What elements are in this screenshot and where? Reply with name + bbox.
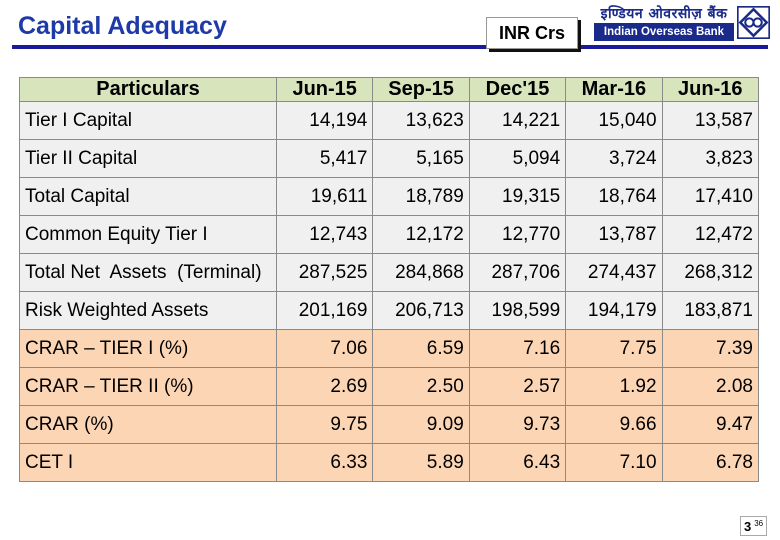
row-label: CET I	[19, 443, 277, 482]
table-cell: 7.39	[661, 329, 760, 368]
table-cell: 6.43	[468, 443, 567, 482]
table-cell: 18,789	[372, 177, 470, 216]
column-header: Dec'15	[468, 77, 567, 102]
title-underline	[12, 45, 768, 49]
table-cell: 287,706	[468, 253, 567, 292]
logo-english-text: Indian Overseas Bank	[594, 23, 734, 41]
table-cell: 13,587	[661, 101, 760, 140]
table-cell: 194,179	[565, 291, 663, 330]
page-number-badge: 3 36	[740, 516, 768, 536]
table-cell: 14,194	[275, 101, 374, 140]
table-cell: 198,599	[468, 291, 567, 330]
table-row: Common Equity Tier I 12,743 12,172 12,77…	[19, 215, 760, 254]
table-row: Risk Weighted Assets 201,169 206,713 198…	[19, 291, 760, 330]
table-cell: 12,172	[372, 215, 470, 254]
table-cell: 19,315	[468, 177, 567, 216]
bank-emblem-icon	[737, 6, 770, 39]
table-cell: 19,611	[275, 177, 374, 216]
page-sub-number: 36	[754, 519, 764, 528]
table-cell: 5.89	[372, 443, 470, 482]
table-cell: 284,868	[372, 253, 470, 292]
table-row: Total Net Assets (Terminal) 287,525 284,…	[19, 253, 760, 292]
row-label: CRAR – TIER I (%)	[19, 329, 277, 368]
table-row: CET I 6.33 5.89 6.43 7.10 6.78	[19, 443, 760, 482]
table-cell: 7.06	[275, 329, 374, 368]
table-cell: 9.66	[565, 405, 663, 444]
table-cell: 13,787	[565, 215, 663, 254]
table-cell: 206,713	[372, 291, 470, 330]
table-row: Tier I Capital 14,194 13,623 14,221 15,0…	[19, 101, 760, 140]
table-cell: 268,312	[661, 253, 760, 292]
row-label: CRAR (%)	[19, 405, 277, 444]
table-cell: 12,743	[275, 215, 374, 254]
table-cell: 9.47	[661, 405, 760, 444]
table-header-row: Particulars Jun-15 Sep-15 Dec'15 Mar-16 …	[19, 77, 760, 102]
table-cell: 2.69	[275, 367, 374, 406]
table-cell: 274,437	[565, 253, 663, 292]
table-cell: 9.09	[372, 405, 470, 444]
row-label: Common Equity Tier I	[19, 215, 277, 254]
unit-label: INR Crs	[486, 17, 578, 49]
table-cell: 2.57	[468, 367, 567, 406]
capital-adequacy-table: Particulars Jun-15 Sep-15 Dec'15 Mar-16 …	[19, 77, 760, 482]
page-title: Capital Adequacy	[18, 12, 227, 40]
table-cell: 2.08	[661, 367, 760, 406]
column-header: Sep-15	[372, 77, 470, 102]
row-label: Tier I Capital	[19, 101, 277, 140]
table-cell: 287,525	[275, 253, 374, 292]
table-cell: 12,472	[661, 215, 760, 254]
table-cell: 18,764	[565, 177, 663, 216]
table-row: CRAR (%) 9.75 9.09 9.73 9.66 9.47	[19, 405, 760, 444]
table-cell: 5,165	[372, 139, 470, 178]
column-header: Jun-16	[661, 77, 760, 102]
table-cell: 12,770	[468, 215, 567, 254]
row-label: Tier II Capital	[19, 139, 277, 178]
row-label: CRAR – TIER II (%)	[19, 367, 277, 406]
page-number: 3	[744, 518, 752, 534]
column-header: Mar-16	[565, 77, 663, 102]
table-row: Total Capital 19,611 18,789 19,315 18,76…	[19, 177, 760, 216]
table-cell: 6.78	[661, 443, 760, 482]
logo-hindi-text: इण्डियन ओवरसीज़ बैंक	[600, 6, 728, 22]
table-cell: 2.50	[372, 367, 470, 406]
row-label: Risk Weighted Assets	[19, 291, 277, 330]
table-row: CRAR – TIER I (%) 7.06 6.59 7.16 7.75 7.…	[19, 329, 760, 368]
table-cell: 9.73	[468, 405, 567, 444]
table-cell: 14,221	[468, 101, 567, 140]
table-cell: 15,040	[565, 101, 663, 140]
table-cell: 1.92	[565, 367, 663, 406]
table-cell: 5,417	[275, 139, 374, 178]
table-cell: 7.75	[565, 329, 663, 368]
table-cell: 5,094	[468, 139, 567, 178]
table-cell: 9.75	[275, 405, 374, 444]
table-cell: 3,823	[661, 139, 760, 178]
table-row: CRAR – TIER II (%) 2.69 2.50 2.57 1.92 2…	[19, 367, 760, 406]
column-header: Jun-15	[275, 77, 374, 102]
table-cell: 6.33	[275, 443, 374, 482]
bank-logo: इण्डियन ओवरसीज़ बैंक Indian Overseas Ban…	[594, 4, 770, 44]
table-cell: 183,871	[661, 291, 760, 330]
table-cell: 3,724	[565, 139, 663, 178]
table-cell: 7.10	[565, 443, 663, 482]
row-label: Total Capital	[19, 177, 277, 216]
table-row: Tier II Capital 5,417 5,165 5,094 3,724 …	[19, 139, 760, 178]
table-cell: 7.16	[468, 329, 567, 368]
table-cell: 17,410	[661, 177, 760, 216]
table-cell: 201,169	[275, 291, 374, 330]
row-label: Total Net Assets (Terminal)	[19, 253, 277, 292]
table-cell: 13,623	[372, 101, 470, 140]
table-cell: 6.59	[372, 329, 470, 368]
column-header: Particulars	[19, 77, 277, 102]
